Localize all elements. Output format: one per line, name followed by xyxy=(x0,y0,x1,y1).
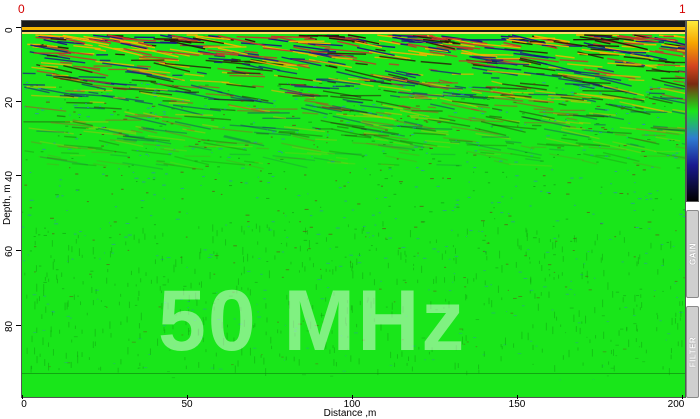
y-tick-mark xyxy=(16,175,21,176)
y-tick-label: 0 xyxy=(4,27,15,33)
filter-button[interactable]: FILTER xyxy=(686,306,699,398)
scale-min-label: 0 xyxy=(18,2,25,16)
gain-label: GAIN xyxy=(688,243,697,265)
y-tick-label: 20 xyxy=(4,97,15,108)
filter-label: FILTER xyxy=(688,337,697,367)
y-tick-mark xyxy=(16,250,21,251)
y-tick-mark xyxy=(16,27,21,28)
x-axis-label: Distance ,m xyxy=(0,408,700,419)
y-axis-label: Depth, m xyxy=(2,184,13,225)
color-scale-bar xyxy=(686,20,699,202)
y-tick-mark xyxy=(16,101,21,102)
scale-max-label: 1 xyxy=(679,2,686,16)
gain-button[interactable]: GAIN xyxy=(686,210,699,298)
frequency-watermark: 50 MHz xyxy=(158,272,466,371)
y-tick-mark xyxy=(16,325,21,326)
y-tick-label: 40 xyxy=(4,171,15,182)
y-tick-label: 80 xyxy=(4,321,15,332)
y-tick-label: 60 xyxy=(4,246,15,257)
